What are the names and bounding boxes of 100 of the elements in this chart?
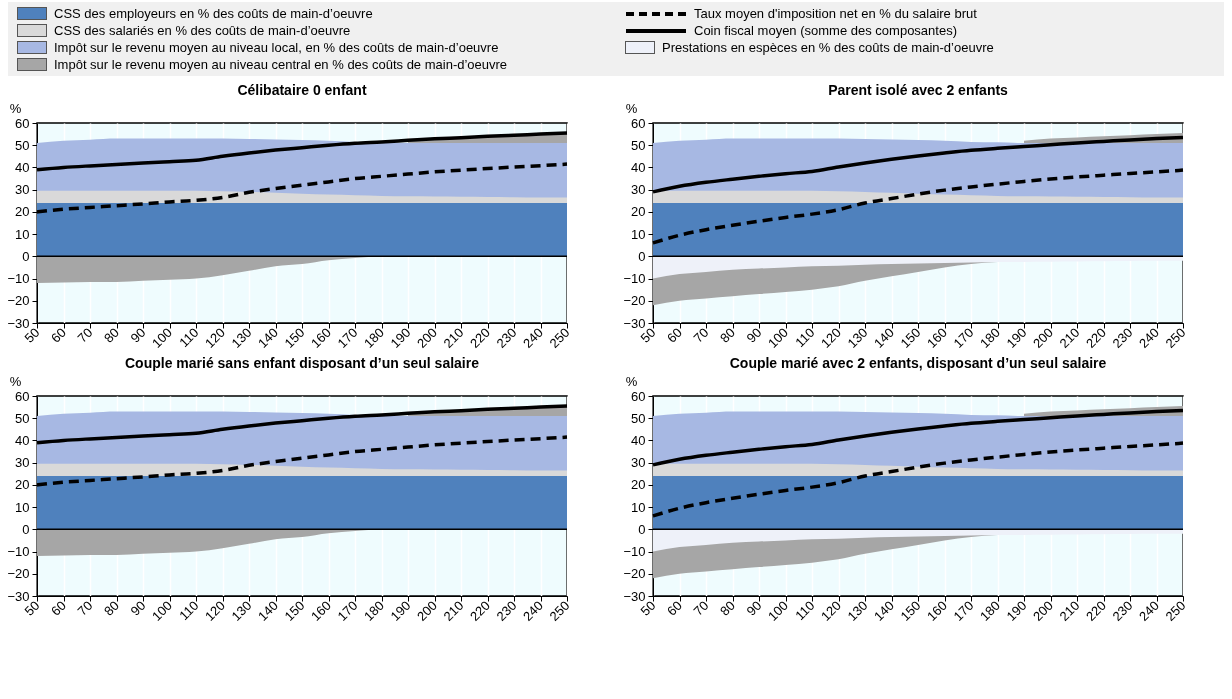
x-tick-label: 130 — [228, 324, 255, 351]
x-tick-label: 220 — [1083, 324, 1109, 351]
y-tick-label: −10 — [7, 271, 30, 287]
y-tick-label: 30 — [15, 182, 30, 198]
x-tick-label: 230 — [493, 597, 520, 624]
x-tick-label: 170 — [334, 324, 361, 351]
x-tick-label: 240 — [520, 597, 546, 624]
y-axis-title: % — [9, 100, 22, 116]
y-tick-label: −30 — [623, 588, 646, 604]
y-tick-label: 30 — [631, 455, 646, 471]
y-tick-label: −10 — [623, 271, 646, 287]
y-tick-label: −20 — [7, 293, 30, 309]
y-tick-label: −30 — [7, 315, 30, 331]
y-tick-label: 20 — [15, 477, 30, 493]
y-tick-label: −10 — [7, 544, 30, 560]
x-tick-label: 190 — [1003, 597, 1030, 624]
x-tick-label: 110 — [792, 324, 818, 351]
legend-label: Impôt sur le revenu moyen au niveau central en % des coûts de main-d’oeuvre — [54, 57, 508, 72]
x-tick-label: 60 — [664, 597, 685, 619]
x-tick-label: 110 — [176, 597, 202, 624]
y-tick-label: 60 — [15, 115, 30, 131]
x-tick-label: 140 — [255, 324, 281, 351]
y-tick-label: 50 — [15, 137, 30, 153]
x-tick-label: 90 — [127, 324, 149, 346]
x-tick-label: 130 — [844, 324, 871, 351]
legend-label: Prestations en espèces en % des coûts de main-d’oeuvre — [662, 40, 994, 55]
y-tick-label: 0 — [22, 248, 30, 264]
y-tick-label: −30 — [7, 588, 30, 604]
x-tick-label: 130 — [844, 597, 871, 624]
legend-label: Coin fiscal moyen (somme des composantes) — [694, 23, 957, 38]
x-tick-label: 240 — [520, 324, 546, 351]
x-tick-label: 230 — [1109, 324, 1136, 351]
x-tick-label: 120 — [818, 597, 844, 624]
x-tick-label: 200 — [1030, 597, 1056, 624]
x-tick-label: 160 — [308, 597, 334, 624]
x-tick-label: 150 — [281, 324, 308, 351]
y-tick-label: 10 — [631, 226, 646, 242]
x-tick-label: 100 — [149, 597, 175, 624]
x-tick-label: 250 — [546, 597, 573, 624]
chart-title: Parent isolé avec 2 enfants — [828, 82, 1009, 98]
x-tick-label: 190 — [387, 324, 414, 351]
x-tick-label: 100 — [149, 324, 175, 351]
x-tick-label: 60 — [664, 324, 685, 346]
x-tick-label: 210 — [440, 597, 467, 624]
x-tick-label: 120 — [818, 324, 844, 351]
x-tick-label: 160 — [924, 597, 950, 624]
y-tick-label: −20 — [623, 293, 646, 309]
x-tick-label: 80 — [101, 324, 122, 346]
x-tick-label: 220 — [467, 597, 493, 624]
x-tick-label: 200 — [1030, 324, 1056, 351]
x-tick-label: 120 — [202, 597, 228, 624]
x-tick-label: 180 — [361, 324, 387, 351]
x-tick-label: 150 — [281, 597, 308, 624]
y-tick-label: 20 — [631, 204, 646, 220]
y-tick-label: 0 — [638, 248, 646, 264]
x-tick-label: 250 — [1162, 597, 1189, 624]
y-tick-label: 20 — [631, 477, 646, 493]
x-tick-label: 190 — [387, 597, 414, 624]
x-tick-label: 230 — [1109, 597, 1136, 624]
x-tick-label: 60 — [48, 597, 69, 619]
x-tick-label: 100 — [765, 324, 791, 351]
y-tick-label: 10 — [631, 499, 646, 515]
x-tick-label: 240 — [1136, 324, 1162, 351]
x-tick-label: 110 — [176, 324, 202, 351]
x-tick-label: 170 — [334, 597, 361, 624]
y-tick-label: 30 — [15, 455, 30, 471]
y-tick-label: 60 — [631, 115, 646, 131]
x-tick-label: 130 — [228, 597, 255, 624]
legend-label: CSS des salariés en % des coûts de main-d’oeuvre — [54, 23, 351, 38]
x-tick-label: 180 — [977, 597, 1003, 624]
y-tick-label: 0 — [22, 521, 30, 537]
x-tick-label: 70 — [690, 324, 712, 346]
x-tick-label: 210 — [440, 324, 467, 351]
y-tick-label: 0 — [638, 521, 646, 537]
x-tick-label: 120 — [202, 324, 228, 351]
x-tick-label: 220 — [467, 324, 493, 351]
x-tick-label: 60 — [48, 324, 69, 346]
legend-label: Taux moyen d'imposition net en % du salaire brut — [694, 6, 977, 21]
x-tick-label: 90 — [127, 597, 149, 619]
y-tick-label: −10 — [623, 544, 646, 560]
y-tick-label: 20 — [15, 204, 30, 220]
x-tick-label: 250 — [1162, 324, 1189, 351]
x-tick-label: 160 — [924, 324, 950, 351]
x-tick-label: 210 — [1056, 324, 1083, 351]
legend-label: Impôt sur le revenu moyen au niveau local, en % des coûts de main-d’oeuvre — [54, 40, 499, 55]
x-tick-label: 230 — [493, 324, 520, 351]
x-tick-label: 70 — [74, 324, 96, 346]
y-tick-label: 40 — [15, 432, 30, 448]
x-tick-label: 170 — [950, 597, 977, 624]
x-tick-label: 240 — [1136, 597, 1162, 624]
y-tick-label: 50 — [15, 410, 30, 426]
x-tick-label: 90 — [743, 597, 765, 619]
chart-title: Célibataire 0 enfant — [237, 82, 367, 98]
y-axis-title: % — [625, 100, 638, 116]
x-tick-label: 140 — [871, 324, 897, 351]
y-tick-label: −20 — [623, 566, 646, 582]
chart-title: Couple marié avec 2 enfants, disposant d’un seul salaire — [729, 355, 1107, 371]
y-tick-label: 10 — [15, 226, 30, 242]
y-tick-label: 40 — [631, 432, 646, 448]
y-tick-label: −20 — [7, 566, 30, 582]
